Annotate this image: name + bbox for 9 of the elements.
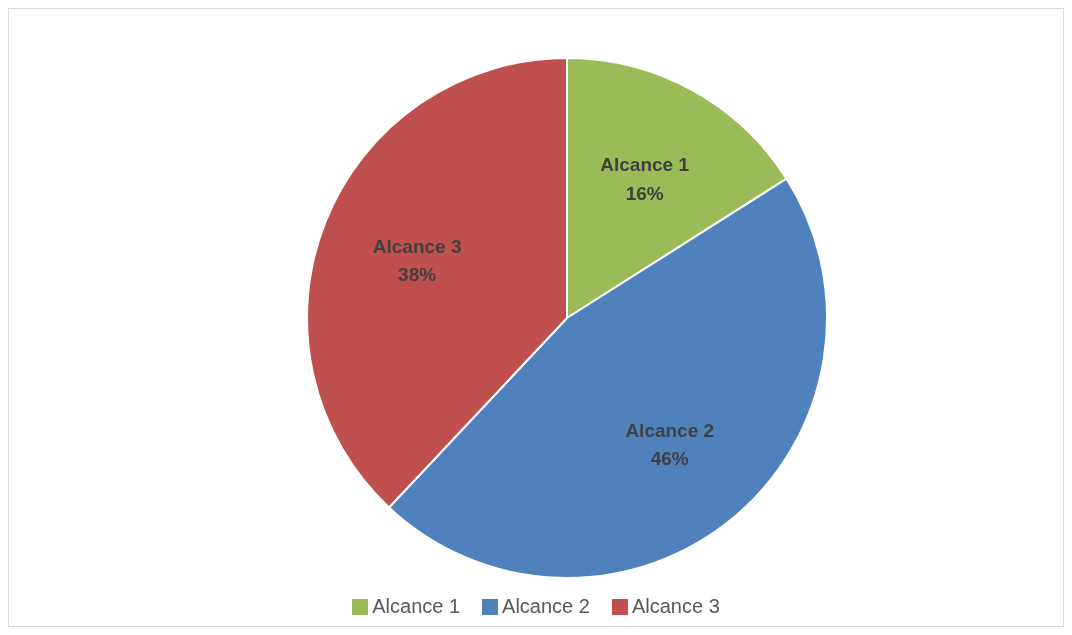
legend-label: Alcance 3	[631, 595, 720, 618]
data-label: 38%	[398, 264, 437, 286]
data-label: 46%	[650, 448, 689, 470]
slice-label: Alcance 2	[625, 419, 715, 441]
slice-label: Alcance 1	[600, 154, 690, 176]
data-label: 16%	[625, 182, 664, 204]
legend-label: Alcance 2	[502, 595, 590, 618]
legend-label: Alcance 1	[372, 595, 461, 618]
slice-label: Alcance 3	[372, 235, 462, 257]
